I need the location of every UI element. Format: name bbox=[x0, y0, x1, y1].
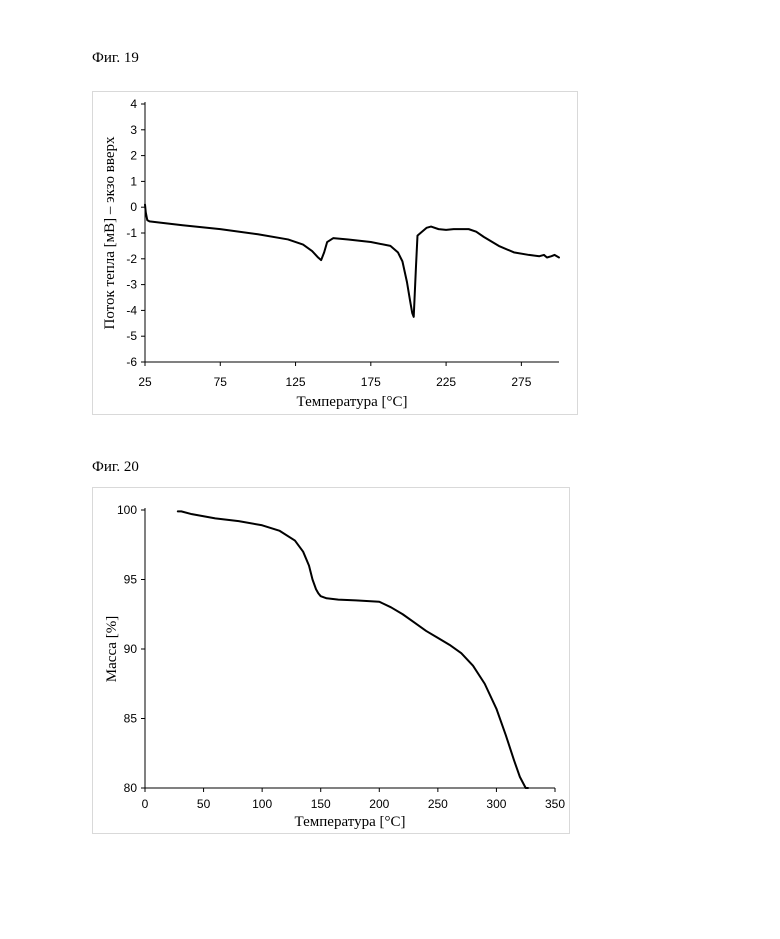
y-axis-title: Масса [%] bbox=[104, 616, 120, 682]
dsc-chart: 4 3 2 1 0 -1 -2 -3 -4 -5 -625 75 125 175 225 275 Темпера… bbox=[93, 92, 579, 416]
x-axis-title: Температура [°C] bbox=[297, 394, 408, 410]
y-tick-label: -3 bbox=[126, 278, 137, 292]
x-tick-label: 250 bbox=[428, 797, 448, 811]
x-tick-label: 100 bbox=[252, 797, 272, 811]
y-tick-label: 0 bbox=[130, 200, 137, 214]
y-tick-label: -2 bbox=[126, 252, 137, 266]
x-tick-label: 300 bbox=[486, 797, 506, 811]
series-line bbox=[145, 205, 559, 317]
y-tick-label: 80 bbox=[124, 781, 138, 795]
y-tick-label: 95 bbox=[124, 573, 138, 587]
figure-20-label: Фиг. 20 bbox=[92, 459, 139, 476]
x-tick-label: 275 bbox=[511, 375, 531, 389]
figure-19-label: Фиг. 19 bbox=[92, 50, 139, 67]
y-tick-label: 2 bbox=[130, 149, 137, 163]
chart-panel-dsc: 4 3 2 1 0 -1 -2 -3 -4 -5 -625 75 125 175 225 275 Темпера… bbox=[92, 91, 578, 415]
x-tick-label: 125 bbox=[286, 375, 306, 389]
x-tick-label: 75 bbox=[214, 375, 228, 389]
x-tick-label: 0 bbox=[142, 797, 149, 811]
y-tick-label: -4 bbox=[126, 303, 137, 317]
y-tick-label: -6 bbox=[126, 355, 137, 369]
x-axis-title: Температура [°C] bbox=[295, 814, 406, 830]
y-tick-label: -5 bbox=[126, 329, 137, 343]
y-tick-label: -1 bbox=[126, 226, 137, 240]
chart-panel-tga: 100 95 90 85 80 0 50 100 150 200 250 300 350 Температ… bbox=[92, 487, 570, 834]
x-tick-label: 25 bbox=[138, 375, 152, 389]
y-tick-label: 85 bbox=[124, 712, 138, 726]
y-tick-label: 100 bbox=[117, 503, 137, 517]
x-tick-label: 200 bbox=[369, 797, 389, 811]
y-tick-label: 3 bbox=[130, 123, 137, 137]
y-tick-label: 1 bbox=[130, 174, 137, 188]
x-tick-label: 50 bbox=[197, 797, 211, 811]
series-line bbox=[178, 511, 528, 788]
x-tick-label: 350 bbox=[545, 797, 565, 811]
x-tick-label: 175 bbox=[361, 375, 381, 389]
x-tick-label: 225 bbox=[436, 375, 456, 389]
y-axis-title: Поток тепла [мВ] – экзо вверх bbox=[102, 136, 118, 330]
x-tick-label: 150 bbox=[311, 797, 331, 811]
tga-chart: 100 95 90 85 80 0 50 100 150 200 250 300 350 Температ… bbox=[93, 488, 571, 835]
y-tick-label: 90 bbox=[124, 642, 138, 656]
y-tick-label: 4 bbox=[130, 97, 137, 111]
